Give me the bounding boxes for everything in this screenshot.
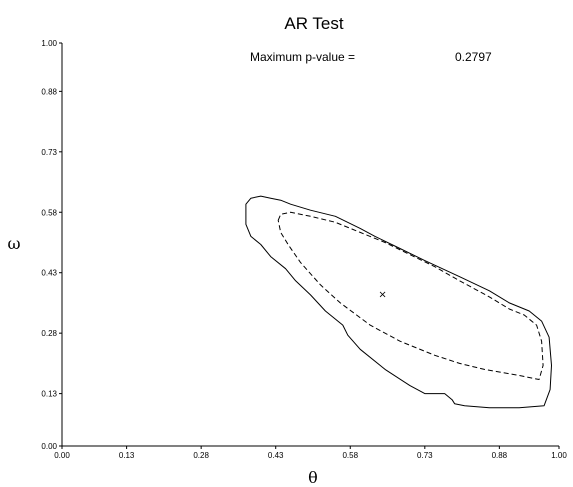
x-tick-label: 0.58 <box>342 451 358 460</box>
x-axis-label: θ <box>308 468 318 487</box>
x-tick-label: 0.00 <box>54 451 70 460</box>
x-tick-label: 0.28 <box>193 451 209 460</box>
y-tick-label: 0.13 <box>41 390 57 399</box>
y-tick-label: 0.58 <box>41 208 57 217</box>
y-tick-label: 0.43 <box>41 269 57 278</box>
y-ticks: 0.00 0.13 0.28 0.43 0.58 0.73 0.88 1.00 <box>41 39 62 451</box>
x-tick-label: 0.88 <box>492 451 508 460</box>
max-p-value: 0.2797 <box>455 50 492 64</box>
max-p-value-label: Maximum p-value = <box>250 50 355 64</box>
chart-title: AR Test <box>284 14 343 33</box>
x-tick-label: 1.00 <box>551 451 567 460</box>
solid-contour <box>245 195 552 409</box>
x-tick-label: 0.43 <box>268 451 284 460</box>
y-tick-label: 0.88 <box>41 87 57 96</box>
y-tick-label: 0.00 <box>41 442 57 451</box>
y-axis-label: ω <box>7 234 20 253</box>
x-ticks: 0.00 0.13 0.28 0.43 0.58 0.73 0.88 1.00 <box>54 446 567 460</box>
dashed-contour <box>277 211 544 380</box>
y-tick-label: 0.73 <box>41 148 57 157</box>
y-tick-label: 1.00 <box>41 39 57 48</box>
contour-series <box>245 195 552 409</box>
max-p-value-marker: × <box>378 289 386 300</box>
x-tick-label: 0.73 <box>417 451 433 460</box>
x-tick-label: 0.13 <box>119 451 135 460</box>
y-tick-label: 0.28 <box>41 329 57 338</box>
